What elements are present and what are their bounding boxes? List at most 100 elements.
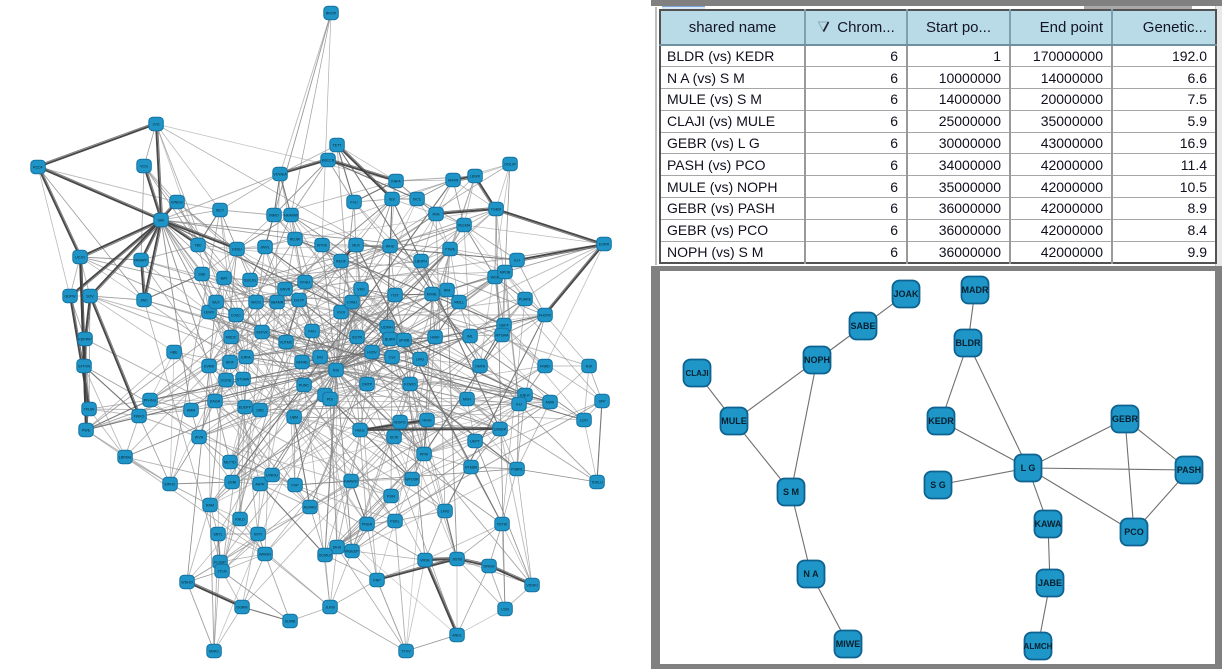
svg-text:EORR: EORR <box>599 243 610 247</box>
svg-text:DIHS: DIHS <box>333 546 342 550</box>
svg-text:HMM: HMM <box>187 409 196 413</box>
svg-text:MTGRA: MTGRA <box>496 334 510 338</box>
svg-text:JWC: JWC <box>140 299 148 303</box>
svg-text:PUNC: PUNC <box>299 384 310 388</box>
svg-text:PFRI: PFRI <box>420 453 428 457</box>
svg-text:TDKLU: TDKLU <box>591 481 603 485</box>
svg-text:HBE: HBE <box>170 351 178 355</box>
svg-text:INMO: INMO <box>269 214 279 218</box>
svg-text:VEFVK: VEFVK <box>256 331 268 335</box>
svg-text:FNP: FNP <box>373 579 381 583</box>
svg-text:CVMJ: CVMJ <box>347 301 357 305</box>
svg-text:ISCT: ISCT <box>216 209 225 213</box>
svg-text:KDPWP: KDPWP <box>78 338 92 342</box>
svg-text:SUWB: SUWB <box>285 620 296 624</box>
svg-text:FVU: FVU <box>350 201 358 205</box>
svg-text:FKH: FKH <box>308 330 316 334</box>
svg-text:TTVV: TTVV <box>401 650 411 654</box>
svg-text:FLSSP: FLSSP <box>214 561 226 565</box>
svg-text:KOWO: KOWO <box>404 383 416 387</box>
svg-text:RDJW: RDJW <box>290 238 301 242</box>
svg-text:RIM: RIM <box>444 289 451 293</box>
svg-text:LGTI: LGTI <box>580 419 588 423</box>
svg-text:HULE: HULE <box>355 429 365 433</box>
svg-text:SAV: SAV <box>158 219 166 223</box>
svg-text:DAGR: DAGR <box>210 400 221 404</box>
svg-text:WDHO: WDHO <box>181 581 193 585</box>
svg-text:PCO: PCO <box>1124 527 1144 537</box>
svg-text:EMSJ: EMSJ <box>232 248 242 252</box>
svg-text:OMTA: OMTA <box>475 365 486 369</box>
svg-text:VELMH: VELMH <box>458 224 471 228</box>
svg-text:NOPH: NOPH <box>804 355 830 365</box>
svg-text:VCG: VCG <box>140 165 148 169</box>
svg-text:AATR: AATR <box>255 483 265 487</box>
svg-text:DGTP: DGTP <box>294 299 305 303</box>
svg-text:RVA: RVA <box>432 213 440 217</box>
svg-text:KBCCB: KBCCB <box>322 159 335 163</box>
svg-text:IES: IES <box>389 198 395 202</box>
svg-text:KNFA: KNFA <box>391 180 401 184</box>
svg-text:FHCRV: FHCRV <box>539 314 552 318</box>
svg-text:RCDF: RCDF <box>33 166 44 170</box>
svg-text:UCJO: UCJO <box>75 256 85 260</box>
svg-text:IML: IML <box>467 335 473 339</box>
svg-text:HVAF: HVAF <box>430 336 440 340</box>
svg-text:KVJI: KVJI <box>337 311 345 315</box>
svg-text:SSCJG: SSCJG <box>244 279 256 283</box>
svg-text:L G: L G <box>1021 463 1036 473</box>
svg-text:CSJ: CSJ <box>389 356 396 360</box>
svg-text:MULE: MULE <box>721 416 747 426</box>
svg-text:BURR: BURR <box>385 338 396 342</box>
svg-text:PWE: PWE <box>82 429 91 433</box>
svg-text:TTWE: TTWE <box>445 248 456 252</box>
svg-text:WGPG: WGPG <box>394 421 406 425</box>
svg-text:SSE: SSE <box>198 273 206 277</box>
svg-text:HTEBR: HTEBR <box>465 466 478 470</box>
svg-text:OMTP: OMTP <box>362 383 373 387</box>
svg-text:PUARE: PUARE <box>519 298 532 302</box>
svg-text:PNGN: PNGN <box>362 523 373 527</box>
svg-text:ERFA: ERFA <box>241 356 251 360</box>
svg-text:FFHU: FFHU <box>300 281 310 285</box>
svg-text:KAWA: KAWA <box>1035 519 1063 529</box>
svg-text:GDFW: GDFW <box>65 295 77 299</box>
svg-text:UDWH: UDWH <box>381 326 393 330</box>
svg-text:PFHNU: PFHNU <box>144 399 157 403</box>
svg-text:WFODR: WFODR <box>405 478 419 482</box>
svg-text:VDOKI: VDOKI <box>526 584 537 588</box>
svg-text:MVH: MVH <box>463 398 471 402</box>
svg-text:BFIF: BFIF <box>226 361 235 365</box>
svg-text:BLDR: BLDR <box>956 338 981 348</box>
svg-text:KNLD: KNLD <box>235 518 245 522</box>
svg-text:MVAC: MVAC <box>209 650 220 654</box>
svg-text:PUKL: PUKL <box>390 520 399 524</box>
svg-text:RIS: RIS <box>333 369 340 373</box>
svg-text:LSSI: LSSI <box>501 608 509 612</box>
svg-text:JISTB: JISTB <box>452 558 462 562</box>
svg-text:SNTL: SNTL <box>213 533 222 537</box>
svg-text:VUTMC: VUTMC <box>280 341 293 345</box>
svg-text:LEWK: LEWK <box>470 175 481 179</box>
svg-text:AGWRJ: AGWRJ <box>304 506 317 510</box>
svg-text:RAM: RAM <box>206 504 214 508</box>
svg-text:KAAWG: KAAWG <box>344 480 357 484</box>
svg-text:RROP: RROP <box>326 12 337 16</box>
svg-text:PDI: PDI <box>327 398 333 402</box>
svg-text:MDDC: MDDC <box>226 336 237 340</box>
svg-text:RJK: RJK <box>586 365 593 369</box>
svg-text:JABE: JABE <box>1038 578 1062 588</box>
svg-text:DGRM: DGRM <box>237 606 248 610</box>
svg-text:DFBGI: DFBGI <box>484 565 495 569</box>
svg-text:WVN: WVN <box>195 436 204 440</box>
svg-text:LBHPH: LBHPH <box>415 260 427 264</box>
svg-text:MVML: MVML <box>427 293 437 297</box>
svg-text:HHVN: HHVN <box>448 179 459 183</box>
svg-text:HIGH: HIGH <box>423 419 432 423</box>
svg-text:JVG: JVG <box>153 123 160 127</box>
svg-text:UBM: UBM <box>290 416 298 420</box>
svg-text:KEDR: KEDR <box>928 416 954 426</box>
svg-text:SBAMR: SBAMR <box>271 301 284 305</box>
svg-text:VCWEA: VCWEA <box>273 173 287 177</box>
svg-text:MLR: MLR <box>352 244 360 248</box>
